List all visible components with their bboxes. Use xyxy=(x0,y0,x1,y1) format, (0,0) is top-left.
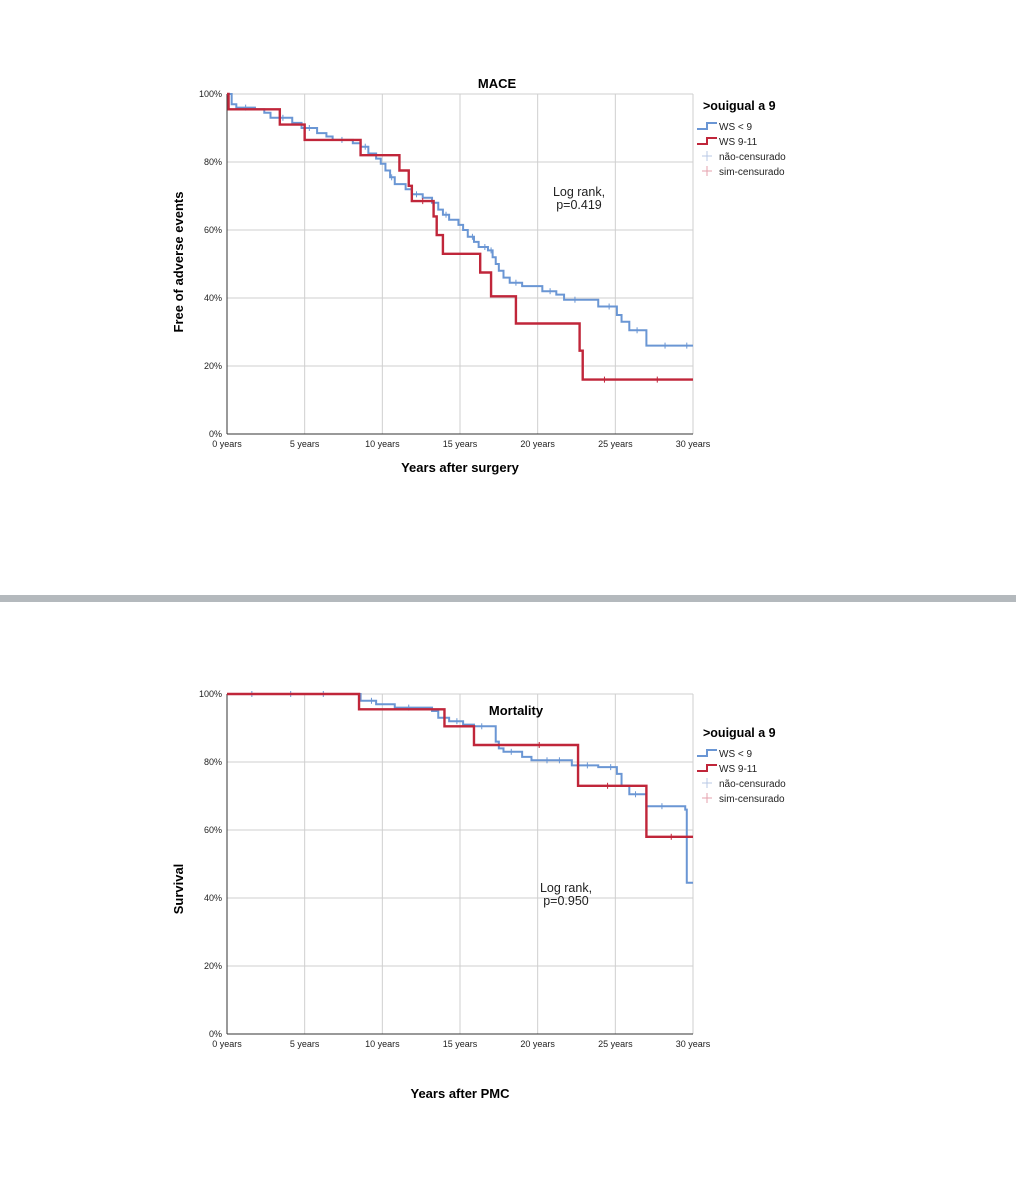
y-tick-label: 60% xyxy=(204,225,222,235)
y-tick-label: 20% xyxy=(204,961,222,971)
x-tick-label: 5 years xyxy=(290,439,320,449)
y-tick-label: 60% xyxy=(204,825,222,835)
y-tick-label: 20% xyxy=(204,361,222,371)
x-tick-label: 10 years xyxy=(365,1039,400,1049)
legend-label: WS < 9 xyxy=(719,749,753,760)
legend-swatch xyxy=(697,764,717,772)
y-tick-label: 100% xyxy=(199,89,222,99)
legend-label: WS < 9 xyxy=(719,122,753,133)
x-tick-label: 5 years xyxy=(290,1039,320,1049)
legend-label: não-censurado xyxy=(719,779,786,790)
x-tick-label: 0 years xyxy=(212,439,242,449)
x-axis-label: Years after surgery xyxy=(401,460,520,475)
y-tick-label: 0% xyxy=(209,429,222,439)
y-tick-label: 0% xyxy=(209,1029,222,1039)
legend-label: sim-censurado xyxy=(719,794,785,805)
legend-title: >ouigual a 9 xyxy=(703,99,776,113)
series-line-ws-9-11 xyxy=(227,692,693,838)
log-rank-annotation: Log rank, xyxy=(540,881,592,895)
x-tick-label: 10 years xyxy=(365,439,400,449)
legend-swatch xyxy=(697,122,717,130)
mortality-chart: 0 years 5 years 10 years 15 years 20 years 25… xyxy=(171,689,786,1101)
y-tick-label: 80% xyxy=(204,757,222,767)
legend-swatch xyxy=(697,137,717,145)
x-tick-label: 30 years xyxy=(676,1039,711,1049)
gridlines xyxy=(227,693,694,1034)
x-tick-label: 30 years xyxy=(676,439,711,449)
x-tick-label: 15 years xyxy=(443,1039,478,1049)
y-axis-label: Free of adverse events xyxy=(171,192,186,333)
series-line-ws-9-11 xyxy=(227,92,693,381)
y-tick-label: 80% xyxy=(204,157,222,167)
y-axis-label: Survival xyxy=(171,864,186,915)
log-rank-annotation: Log rank, xyxy=(553,185,605,199)
legend-label: sim-censurado xyxy=(719,167,785,178)
x-tick-label: 25 years xyxy=(598,1039,633,1049)
x-tick-label: 20 years xyxy=(520,439,555,449)
gridlines xyxy=(227,93,694,434)
series-line-ws-lt-9 xyxy=(227,93,693,347)
legend-label: não-censurado xyxy=(719,152,786,163)
chart-title: Mortality xyxy=(489,703,544,718)
x-axis-label: Years after PMC xyxy=(411,1086,511,1101)
panel-divider xyxy=(0,595,1016,602)
legend-swatch xyxy=(697,749,717,757)
legend-label: WS 9-11 xyxy=(719,137,758,148)
mortality-chart-panel: 0 years 5 years 10 years 15 years 20 years 25… xyxy=(0,600,1016,1200)
log-rank-annotation: p=0.950 xyxy=(543,894,589,908)
x-tick-label: 15 years xyxy=(443,439,478,449)
chart-title: MACE xyxy=(478,76,517,91)
log-rank-annotation: p=0.419 xyxy=(556,198,602,212)
y-tick-label: 100% xyxy=(199,689,222,699)
mace-chart-panel: 0 years 5 years 10 years 15 years 20 years 25… xyxy=(171,76,786,475)
legend-label: WS 9-11 xyxy=(719,764,758,775)
legend-title: >ouigual a 9 xyxy=(703,726,776,740)
y-tick-label: 40% xyxy=(204,893,222,903)
x-tick-label: 20 years xyxy=(520,1039,555,1049)
x-tick-label: 0 years xyxy=(212,1039,242,1049)
mace-chart: 0 years 5 years 10 years 15 years 20 years 25… xyxy=(171,76,786,475)
y-tick-label: 40% xyxy=(204,293,222,303)
x-tick-label: 25 years xyxy=(598,439,633,449)
